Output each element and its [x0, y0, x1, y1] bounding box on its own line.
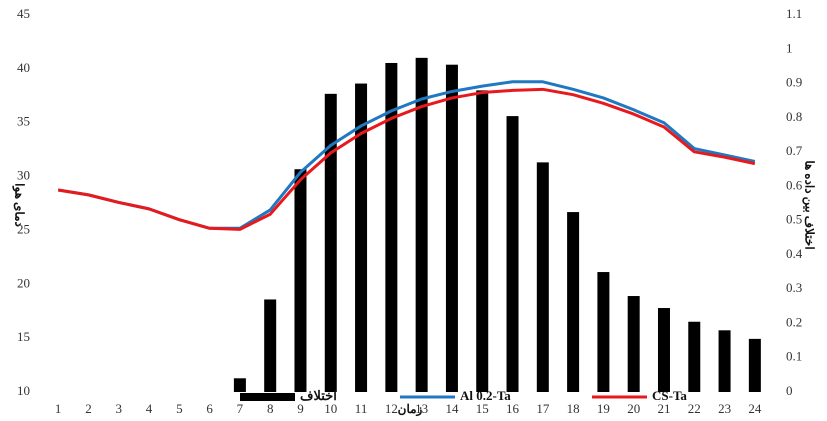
y-tick-label: 15 [17, 329, 30, 344]
legend-swatch [240, 393, 295, 401]
x-tick-label: 2 [85, 401, 92, 416]
bar [597, 272, 610, 392]
y2-tick-label: 0.8 [786, 109, 802, 124]
x-tick-label: 8 [267, 401, 274, 416]
y2-axis-label: اختلاف بین داده ها [801, 160, 816, 249]
y-tick-label: 40 [17, 60, 30, 75]
y-tick-label: 45 [17, 6, 30, 21]
y2-tick-label: 0.7 [786, 143, 803, 158]
y2-tick-label: 0.1 [786, 349, 802, 364]
bar [294, 169, 307, 392]
y2-tick-label: 0.4 [786, 246, 803, 261]
x-tick-label: 10 [324, 401, 337, 416]
bar [718, 330, 731, 392]
bar [748, 338, 761, 392]
x-tick-label: 12 [385, 401, 398, 416]
bar [536, 162, 549, 392]
x-tick-label: 7 [237, 401, 244, 416]
y-tick-label: 20 [17, 275, 30, 290]
bar [264, 299, 277, 392]
y2-tick-label: 1 [786, 40, 793, 55]
y2-tick-label: 1.1 [786, 6, 802, 21]
x-tick-label: 5 [176, 401, 183, 416]
y-tick-label: 35 [17, 114, 30, 129]
y-tick-label: 30 [17, 168, 30, 183]
bar [355, 83, 368, 392]
x-tick-label: 21 [657, 401, 670, 416]
line [57, 87, 756, 231]
x-axis-label: زمان [398, 402, 423, 417]
x-tick-label: 6 [206, 401, 213, 416]
x-tick-label: 20 [627, 401, 640, 416]
x-tick-label: 19 [597, 401, 610, 416]
bar [445, 64, 458, 392]
bar [627, 296, 640, 392]
x-tick-label: 3 [115, 401, 122, 416]
bar [657, 308, 670, 392]
legend-label: CS-Ta [652, 388, 687, 403]
x-tick-label: 16 [506, 401, 520, 416]
line [57, 80, 756, 230]
y2-tick-label: 0.9 [786, 75, 802, 90]
bar [567, 212, 580, 392]
y2-tick-label: 0.3 [786, 280, 802, 295]
x-tick-label: 17 [536, 401, 550, 416]
x-tick-label: 23 [718, 401, 731, 416]
x-tick-label: 11 [355, 401, 368, 416]
y2-tick-label: 0.2 [786, 314, 802, 329]
y-axis-label: دمای هوا [11, 183, 26, 227]
bar [506, 116, 519, 392]
x-tick-label: 24 [748, 401, 762, 416]
bar [385, 62, 398, 393]
bar [476, 90, 489, 393]
legend-label: اختلاف [300, 388, 337, 403]
bar [233, 378, 246, 392]
x-tick-label: 1 [55, 401, 62, 416]
y-tick-label: 10 [17, 383, 30, 398]
x-tick-label: 13 [415, 401, 428, 416]
y2-tick-label: 0.6 [786, 177, 803, 192]
bar [324, 93, 337, 392]
x-tick-label: 18 [567, 401, 580, 416]
x-tick-label: 14 [445, 401, 459, 416]
y2-tick-label: 0.5 [786, 212, 802, 227]
x-tick-label: 15 [476, 401, 489, 416]
bar [688, 321, 701, 392]
y-tick-label: 25 [17, 221, 30, 236]
x-tick-label: 9 [297, 401, 304, 416]
x-tick-label: 4 [146, 401, 153, 416]
x-tick-label: 22 [688, 401, 701, 416]
bar [415, 57, 428, 392]
y2-tick-label: 0 [786, 383, 793, 398]
legend-label: Al 0.2-Ta [460, 388, 511, 403]
